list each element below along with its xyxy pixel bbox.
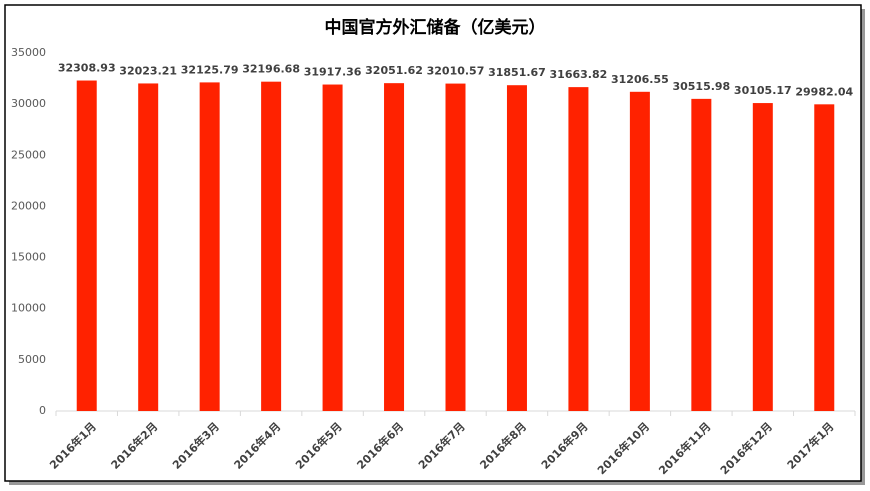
value-label: 32196.68	[242, 63, 300, 76]
value-label: 31663.82	[550, 68, 608, 81]
y-tick-label: 25000	[11, 148, 46, 161]
value-label: 29982.04	[795, 85, 853, 98]
bar	[506, 85, 527, 412]
value-label: 32023.21	[119, 64, 177, 77]
value-label: 31851.67	[488, 66, 546, 79]
value-label: 31206.55	[611, 73, 669, 86]
bar	[261, 81, 282, 412]
y-tick-label: 30000	[11, 97, 46, 110]
value-label: 32125.79	[181, 63, 239, 76]
chart-title: 中国官方外汇储备（亿美元）	[325, 17, 546, 38]
bar	[691, 98, 712, 412]
value-label: 32308.93	[58, 62, 116, 75]
bar	[568, 87, 589, 411]
value-label: 32051.62	[365, 64, 423, 77]
y-tick-label: 5000	[18, 353, 46, 366]
value-label: 32010.57	[427, 65, 485, 78]
bar	[76, 80, 97, 411]
bar	[199, 82, 220, 412]
y-tick-label: 20000	[11, 199, 46, 212]
bar	[322, 84, 343, 411]
value-label: 31917.36	[304, 66, 362, 79]
value-label: 30515.98	[672, 80, 730, 93]
y-tick-label: 0	[39, 404, 46, 417]
bar	[138, 83, 159, 412]
bar	[629, 91, 650, 411]
value-label: 30105.17	[734, 84, 792, 97]
bar	[814, 104, 835, 411]
y-tick-label: 15000	[11, 251, 46, 264]
y-tick-label: 10000	[11, 302, 46, 315]
y-tick-label: 35000	[11, 46, 46, 59]
bar	[384, 83, 405, 411]
bar	[752, 103, 773, 412]
bar	[445, 83, 466, 411]
